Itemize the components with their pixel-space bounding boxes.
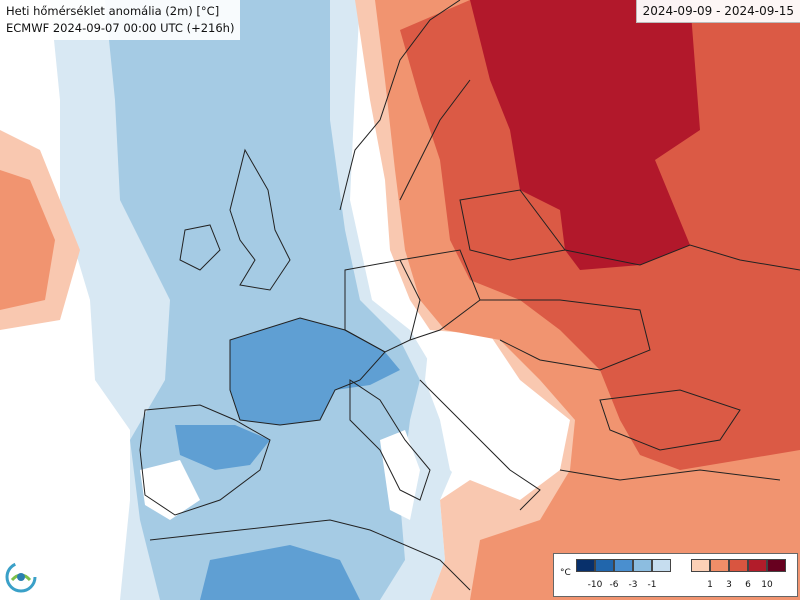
legend-tick: 10 [761,580,773,590]
legend-swatch-neg-4 [633,559,652,572]
map-title: Heti hőmérséklet anomália (2m) [°C] [6,4,220,18]
legend-swatch-pos-2 [710,559,729,572]
title-box: Heti hőmérséklet anomália (2m) [°C] ECMW… [0,0,241,40]
border-ukraine [480,299,651,371]
legend-tick: -6 [609,580,619,590]
border-black-sea [599,389,741,451]
legend-tick: 3 [726,580,732,590]
near-zero-spain [140,460,200,520]
near-zero-italy [380,430,420,520]
map-borders [139,0,800,591]
coastline-ireland [179,224,221,271]
legend-swatch-pos-4 [748,559,767,572]
model-run: ECMWF 2024-09-07 00:00 UTC (+216h) [6,21,235,35]
cold-anomaly-strong-africa [200,545,360,600]
legend-tick: -10 [587,580,603,590]
border-russia [564,244,800,271]
coastline-iberia [139,404,271,516]
legend-swatch-pos-3 [729,559,748,572]
legend-swatch-pos-5 [767,559,786,572]
legend-swatch-pos-1 [691,559,710,572]
legend-swatch-neg-3 [614,559,633,572]
logo-icon [5,561,37,593]
coastline-balkans [419,379,541,511]
cold-anomaly-strong-france [230,318,400,425]
coastline-britain [229,148,291,291]
legend-tick: -1 [647,580,657,590]
legend-swatch-neg-5 [652,559,671,572]
warm-anomaly-medium-west [0,170,55,310]
coastline-italy [349,379,431,501]
legend-tick: 6 [745,580,751,590]
legend-tick: 1 [707,580,713,590]
near-zero-balkans [425,330,560,500]
coastline-africa [149,519,471,591]
coastline-scandinavia [339,0,471,211]
warm-anomaly-very-strong [470,0,700,270]
legend-swatch-neg-2 [595,559,614,572]
border-turkey [559,469,781,481]
date-range: 2024-09-09 - 2024-09-15 [635,0,800,23]
legend-swatch-neg-1 [576,559,595,572]
legend-unit: °C [560,568,571,578]
cold-anomaly-strong-iberia [175,425,270,470]
border-baltic [459,189,566,261]
color-legend: °C -10 -6 -3 -1 1 3 6 10 [553,553,798,597]
legend-tick: -3 [628,580,638,590]
